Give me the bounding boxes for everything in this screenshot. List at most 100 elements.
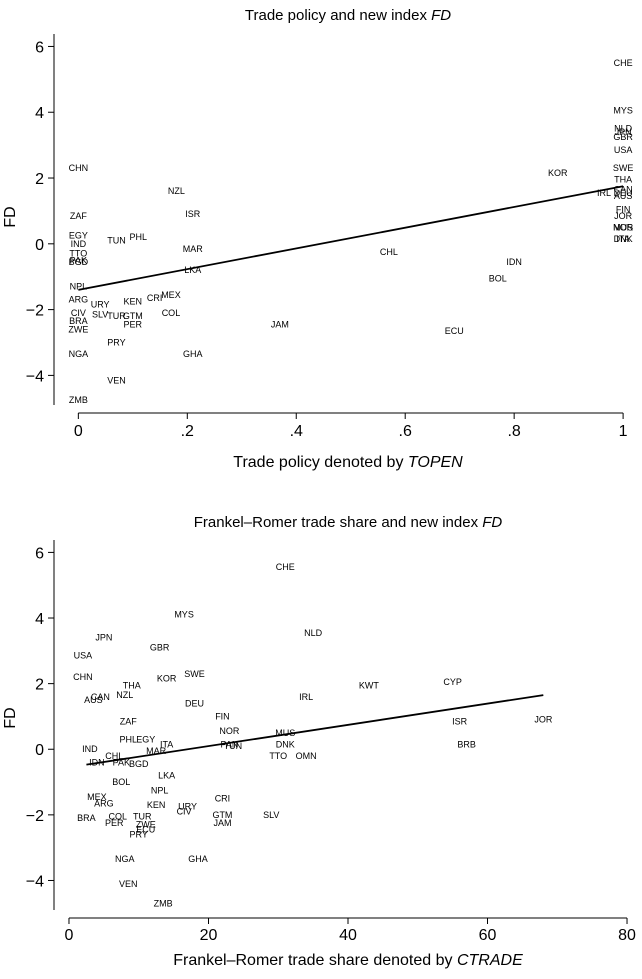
chart-title-italic: FD — [431, 7, 451, 24]
data-point-label: DNK — [276, 739, 295, 749]
data-point-label: KOR — [157, 674, 177, 684]
x-axis-label: Frankel–Romer trade share denoted by CTR… — [173, 952, 523, 969]
data-point-label: ECU — [445, 326, 464, 336]
data-point-label: TUR — [107, 311, 126, 321]
data-point-label: MAR — [146, 746, 167, 756]
data-point-label: THA — [123, 680, 141, 690]
y-tick-label: 2 — [35, 677, 44, 694]
fit-line — [86, 694, 544, 766]
data-point-label: SWE — [184, 669, 205, 679]
data-point-label: USA — [614, 145, 633, 155]
data-point-label: PAK — [70, 255, 87, 265]
data-point-label: ZAF — [120, 716, 138, 726]
data-point-label: TUN — [107, 236, 126, 246]
x-axis-label-italic: CTRADE — [457, 952, 523, 969]
data-point-label: JOR — [534, 715, 553, 725]
data-point-label: USA — [74, 651, 93, 661]
data-point-label: PER — [105, 818, 124, 828]
y-axis-label: FD — [2, 206, 19, 227]
data-point-label: MYS — [174, 610, 194, 620]
data-point-label: ZAF — [70, 211, 88, 221]
data-point-label: IDN — [506, 257, 522, 267]
data-point-label: KEN — [147, 800, 166, 810]
data-point-label: CHL — [380, 247, 398, 257]
data-point-label: NGA — [115, 854, 135, 864]
data-point-label: ZMB — [154, 898, 173, 908]
data-point-label: BRA — [77, 813, 96, 823]
data-point-label: PHL — [130, 232, 148, 242]
x-tick-label: 0 — [74, 423, 83, 440]
y-tick-label: 4 — [35, 105, 44, 122]
data-point-label: LKA — [184, 265, 201, 275]
data-point-label: CHL — [105, 751, 123, 761]
data-point-label: AUS — [84, 695, 103, 705]
data-point-label: ISR — [452, 716, 468, 726]
data-point-label: GBR — [613, 132, 633, 142]
data-point-label: COL — [162, 308, 181, 318]
data-point-label: CRI — [147, 293, 163, 303]
data-point-label: PHL — [120, 734, 138, 744]
data-point-label: IDN — [89, 757, 105, 767]
data-point-label: PRY — [130, 830, 148, 840]
data-point-label: ECU — [136, 825, 155, 835]
y-tick-label: −4 — [26, 368, 44, 385]
data-point-label: DEU — [614, 188, 633, 198]
data-point-label: GTM — [123, 311, 143, 321]
data-point-label: VEN — [119, 879, 138, 889]
data-point-label: IND — [82, 744, 98, 754]
data-point-label: JPN — [615, 127, 632, 137]
y-tick-label: −2 — [26, 303, 44, 320]
data-point-label: GBR — [150, 643, 170, 653]
data-point-label: NZL — [116, 690, 133, 700]
data-point-label: CIV — [177, 807, 192, 817]
data-point-label: TUN — [224, 741, 243, 751]
data-point-label: SLV — [263, 810, 279, 820]
data-point-label: CHN — [69, 163, 89, 173]
data-point-label: BGD — [69, 257, 89, 267]
data-point-label: ARG — [69, 295, 89, 305]
data-point-label: MUS — [613, 222, 633, 232]
data-point-label: NPL — [70, 282, 88, 292]
data-point-label: SLV — [92, 310, 108, 320]
data-point-label: PAK — [113, 757, 130, 767]
data-point-label: LKA — [158, 770, 175, 780]
data-point-label: TUR — [133, 812, 152, 822]
x-tick-label: 1 — [619, 423, 628, 440]
data-point-label: CAN — [614, 185, 633, 195]
fit-line — [78, 185, 624, 291]
y-tick-label: 6 — [35, 39, 44, 56]
y-axis-label: FD — [2, 707, 19, 728]
data-point-label: NLD — [614, 124, 633, 134]
x-tick-label: 0 — [65, 927, 74, 944]
data-point-label: NZL — [168, 186, 185, 196]
data-point-label: MEX — [161, 290, 181, 300]
data-point-label: GHA — [188, 854, 208, 864]
data-point-label: NPL — [151, 785, 169, 795]
x-tick-label: .2 — [181, 423, 194, 440]
chart-title: Frankel–Romer trade share and new index … — [194, 514, 503, 531]
y-tick-label: 2 — [35, 171, 44, 188]
x-tick-label: 60 — [479, 927, 497, 944]
data-point-label: PAN — [220, 739, 238, 749]
data-point-label: TTO — [69, 249, 87, 259]
data-point-label: IRL — [597, 188, 611, 198]
data-point-label: KEN — [124, 296, 143, 306]
data-point-label: URY — [91, 300, 110, 310]
data-point-label: CHE — [614, 58, 633, 68]
x-tick-label: 20 — [200, 927, 218, 944]
data-point-label: CHN — [73, 672, 93, 682]
data-point-label: EGY — [69, 231, 88, 241]
data-point-label: NOR — [613, 222, 634, 232]
data-point-label: ITA — [616, 234, 629, 244]
chart-title-italic: FD — [482, 514, 502, 531]
data-point-label: ZMB — [69, 395, 88, 405]
data-point-label: EGY — [136, 734, 155, 744]
x-tick-label: 40 — [339, 927, 357, 944]
data-point-label: BOL — [112, 777, 130, 787]
data-point-label: PER — [124, 319, 143, 329]
data-point-label: KOR — [548, 168, 568, 178]
data-point-label: SWE — [613, 163, 634, 173]
data-point-label: JPN — [95, 633, 112, 643]
